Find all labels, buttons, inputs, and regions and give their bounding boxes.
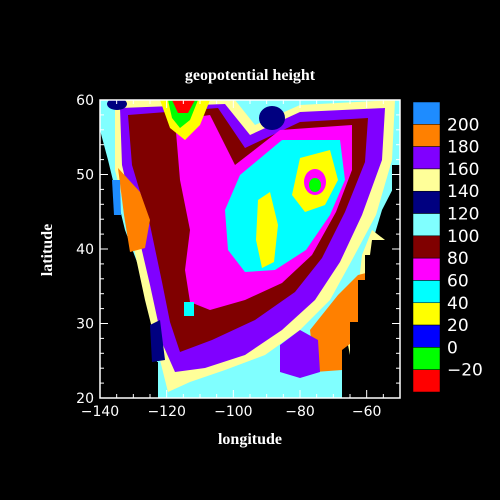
- colorbar-label: 160: [447, 160, 479, 180]
- contour-band-200-west: [112, 180, 121, 215]
- axes: −140 −120 −100 −80 −60 20 30 40 50 60: [76, 93, 401, 420]
- colorbar-label: −20: [447, 361, 483, 381]
- colorbar-swatch: [412, 257, 441, 281]
- colorbar-swatch: [412, 369, 441, 393]
- contour-band-120-nw: [107, 100, 127, 110]
- x-tick-label: −80: [285, 404, 315, 420]
- colorbar-swatch: [412, 324, 441, 348]
- colorbar-label: 180: [447, 138, 479, 158]
- y-tick-label: 20: [76, 391, 94, 407]
- x-tick-label: −140: [81, 404, 119, 420]
- contour-field: [100, 100, 400, 398]
- y-tick-label: 50: [76, 168, 94, 184]
- contour-north-red: [172, 100, 195, 113]
- x-axis-label: longitude: [218, 431, 282, 448]
- x-tick-label: −60: [352, 404, 382, 420]
- colorbar-swatch: [412, 168, 441, 192]
- colorbar-swatch: [412, 101, 441, 125]
- contour-box-cyan: [184, 302, 194, 316]
- y-axis-label: latitude: [39, 224, 56, 276]
- y-tick-label: 60: [76, 93, 94, 109]
- x-tick-label: −100: [214, 404, 252, 420]
- colorbar-label: 40: [447, 294, 469, 314]
- colorbar-swatch: [412, 213, 441, 237]
- contour-band-20-west: [256, 192, 278, 268]
- colorbar-label: 0: [447, 338, 458, 358]
- missing-data-west: [100, 180, 158, 398]
- colorbar-label: 120: [447, 205, 479, 225]
- colorbar-label: 100: [447, 227, 479, 247]
- contour-band-160-west: [118, 168, 150, 252]
- contour-min-core: [309, 178, 321, 192]
- contour-band-120-ne: [259, 106, 285, 130]
- colorbar-label: 20: [447, 316, 469, 336]
- colorbar-swatch: [412, 235, 441, 259]
- colorbar-swatch: [412, 124, 441, 147]
- colorbar-swatch: [412, 190, 441, 214]
- colorbar-swatch: [412, 146, 441, 170]
- contour-band-180-east: [280, 330, 320, 378]
- x-tick-label: −120: [147, 404, 185, 420]
- contour-band-200-east: [310, 272, 370, 372]
- missing-data-east: [342, 165, 400, 398]
- y-tick-label: 30: [76, 317, 94, 333]
- colorbar-label: 80: [447, 249, 469, 269]
- colorbar-swatch: [412, 347, 441, 370]
- colorbar-label: 60: [447, 271, 469, 291]
- colorbar-swatch: [412, 280, 441, 304]
- colorbar-swatch: [412, 302, 441, 326]
- colorbar-label: 200: [447, 115, 479, 135]
- contour-band-120-west: [150, 320, 165, 362]
- y-tick-label: 40: [76, 242, 94, 258]
- colorbar-label: 140: [447, 182, 479, 202]
- chart-title: geopotential height: [185, 67, 316, 84]
